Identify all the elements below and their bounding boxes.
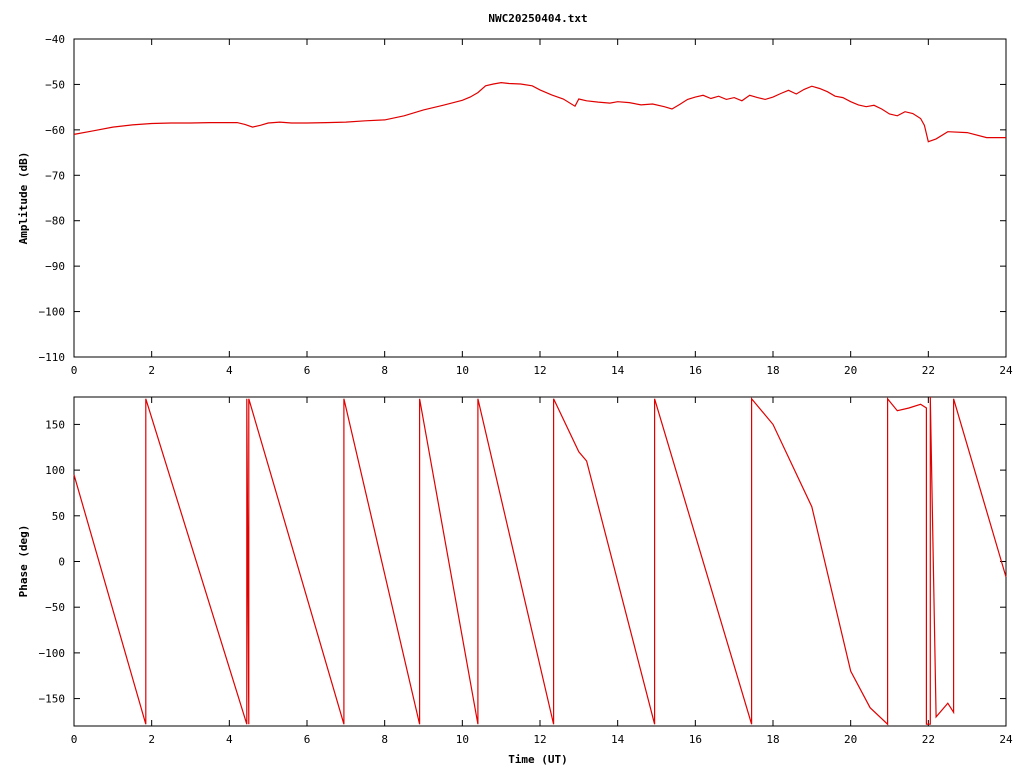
amplitude-x-tick-label: 24 <box>999 364 1013 377</box>
phase-x-tick-labels: 0 2 4 6 8 10 12 14 16 18 20 22 24 <box>71 733 1013 746</box>
amplitude-plot-frame <box>73 38 1007 358</box>
phase-y-tick-label: −150 <box>39 693 66 706</box>
phase-panel: 0 2 4 6 8 10 12 14 16 18 20 22 24 150100500−50−100−1… <box>17 396 1013 766</box>
phase-plot-frame <box>73 396 1007 727</box>
phase-x-tick-label: 10 <box>456 733 469 746</box>
phase-x-tick-label: 18 <box>766 733 779 746</box>
amplitude-x-tick-label: 8 <box>381 364 388 377</box>
amplitude-x-tick-label: 2 <box>148 364 155 377</box>
phase-y-tick-label: 50 <box>52 510 65 523</box>
phase-ticks <box>73 397 1007 726</box>
amplitude-y-tick-label: −90 <box>45 260 65 273</box>
amplitude-y-tick-labels: −40 −50 −60 −70 −80 −90 −100 −110 <box>39 33 66 364</box>
amplitude-x-tick-label: 16 <box>689 364 702 377</box>
amplitude-series-line <box>73 81 1006 143</box>
amplitude-x-tick-labels: 0 2 4 6 8 10 12 14 16 18 20 22 24 <box>71 364 1013 377</box>
amplitude-x-tick-label: 22 <box>922 364 935 377</box>
amplitude-y-tick-label: −80 <box>45 215 65 228</box>
phase-y-tick-label: 150 <box>45 418 65 431</box>
amplitude-y-tick-label: −70 <box>45 169 65 182</box>
amplitude-x-tick-label: 14 <box>611 364 625 377</box>
phase-x-tick-label: 22 <box>922 733 935 746</box>
amplitude-panel: 0 2 4 6 8 10 12 14 16 18 20 22 24 −40−50−60−70−80−90… <box>17 33 1013 377</box>
phase-x-tick-label: 24 <box>999 733 1013 746</box>
phase-y-tick-labels: 150 100 50 0 −50 −100 −150 <box>39 418 66 705</box>
amplitude-ticks <box>73 38 1007 358</box>
phase-x-tick-label: 2 <box>148 733 155 746</box>
phase-x-tick-label: 14 <box>611 733 625 746</box>
amplitude-y-tick-label: −100 <box>39 306 66 319</box>
phase-y-tick-label: 0 <box>58 556 65 569</box>
phase-x-tick-label: 16 <box>689 733 702 746</box>
phase-y-tick-label: −100 <box>39 647 66 660</box>
amplitude-x-tick-label: 0 <box>71 364 78 377</box>
phase-y-tick-label: −50 <box>45 601 65 614</box>
phase-y-tick-label: 100 <box>45 464 65 477</box>
phase-y-axis-label: Phase (deg) <box>17 525 30 598</box>
phase-x-tick-label: 8 <box>381 733 388 746</box>
phase-x-tick-label: 4 <box>226 733 233 746</box>
amplitude-y-tick-label: −50 <box>45 78 65 91</box>
phase-series-line <box>73 396 1007 726</box>
amplitude-x-tick-label: 6 <box>304 364 311 377</box>
phase-x-tick-label: 6 <box>304 733 311 746</box>
amplitude-x-tick-label: 4 <box>226 364 233 377</box>
chart-title: NWC20250404.txt <box>488 12 587 25</box>
phase-x-tick-label: 12 <box>533 733 546 746</box>
amplitude-y-tick-label: −40 <box>45 33 65 46</box>
amplitude-y-tick-label: −110 <box>39 351 66 364</box>
amplitude-x-tick-label: 12 <box>533 364 546 377</box>
phase-x-tick-label: 20 <box>844 733 857 746</box>
amplitude-y-axis-label: Amplitude (dB) <box>17 152 30 245</box>
phase-x-axis-label: Time (UT) <box>508 753 568 766</box>
amplitude-x-tick-label: 20 <box>844 364 857 377</box>
amplitude-x-tick-label: 18 <box>766 364 779 377</box>
amplitude-x-tick-label: 10 <box>456 364 469 377</box>
amplitude-y-tick-label: −60 <box>45 124 65 137</box>
phase-x-tick-label: 0 <box>71 733 78 746</box>
